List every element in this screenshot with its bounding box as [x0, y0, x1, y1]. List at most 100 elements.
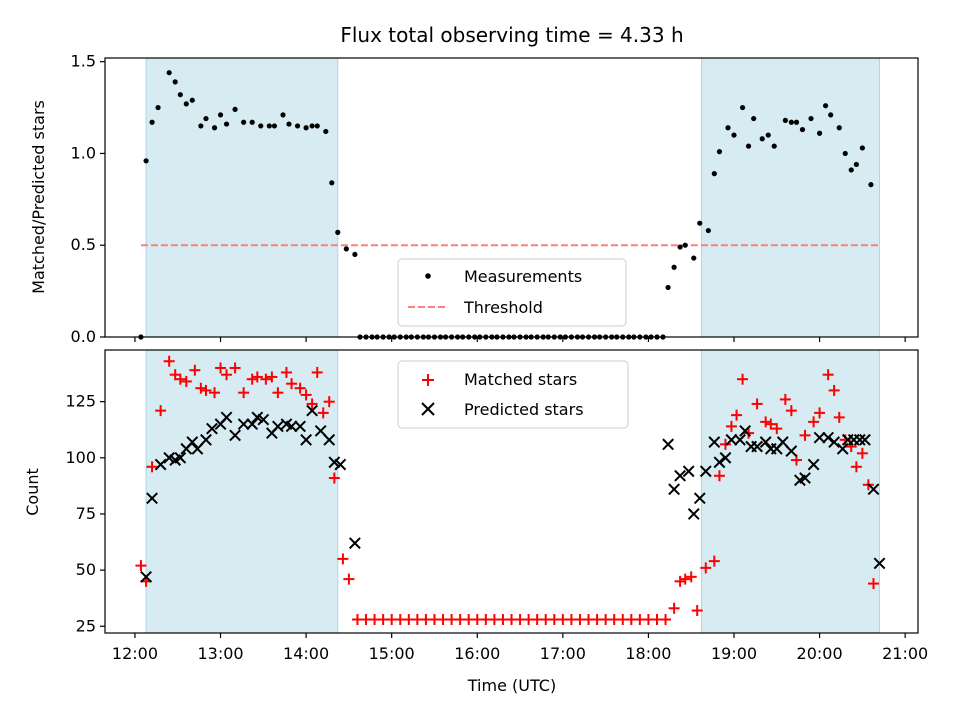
matched-star-marker	[725, 420, 737, 432]
predicted-star-marker	[334, 458, 347, 471]
predicted-marker-stroke	[146, 492, 158, 505]
top-panel: 0.0 0.5 1.0 1.5 Matched/Predicted stars Mea…	[29, 52, 919, 346]
predicted-marker-stroke	[140, 570, 152, 583]
predicted-star-marker	[323, 433, 336, 446]
matched-star-marker	[822, 369, 834, 381]
measurement-point	[189, 97, 195, 103]
measurement-point	[271, 123, 278, 129]
matched-star-marker	[286, 378, 298, 390]
predicted-marker-stroke	[682, 465, 695, 478]
predicted-marker-stroke	[785, 445, 798, 457]
legend-threshold-label: Threshold	[463, 298, 543, 317]
predicted-marker-stroke	[206, 422, 218, 435]
measurement-point	[149, 119, 155, 125]
predicted-star-marker	[867, 483, 880, 496]
matched-star-marker	[200, 384, 212, 396]
predicted-marker-stroke	[708, 436, 721, 448]
measurement-point	[211, 125, 218, 131]
predicted-marker-stroke	[836, 442, 849, 455]
predicted-marker-stroke	[699, 465, 712, 478]
predicted-marker-stroke	[174, 451, 187, 464]
predicted-marker-stroke	[306, 404, 319, 417]
measurement-point	[853, 161, 859, 168]
predicted-star-marker	[206, 422, 218, 435]
predicted-star-marker	[713, 456, 726, 469]
matched-star-marker	[266, 371, 278, 383]
shaded-interval	[145, 57, 339, 338]
measurement-point	[751, 115, 757, 122]
measurement-point	[294, 123, 301, 129]
matched-star-marker	[737, 373, 749, 385]
predicted-marker-stroke	[859, 433, 871, 446]
measurement-point	[759, 136, 765, 142]
measurement-point	[788, 119, 794, 125]
predicted-star-marker	[822, 431, 835, 444]
measurement-point	[705, 227, 711, 234]
predicted-star-marker	[285, 420, 298, 433]
measurement-point	[816, 130, 823, 136]
y-tick-label: 1.5	[71, 52, 96, 71]
bottom-legend-box	[397, 360, 629, 429]
predicted-star-marker	[693, 492, 706, 505]
measurement-point	[232, 106, 238, 112]
measurement-point	[280, 112, 286, 118]
matched-star-marker	[317, 407, 329, 419]
measurement-point	[203, 115, 209, 122]
matched-star-marker	[685, 571, 697, 583]
matched-star-marker	[765, 418, 777, 430]
predicted-marker-stroke	[807, 458, 820, 471]
predicted-star-marker	[813, 431, 826, 444]
predicted-star-marker	[237, 418, 250, 431]
predicted-marker-stroke	[294, 420, 307, 433]
predicted-star-marker	[140, 570, 152, 583]
matched-star-marker	[713, 470, 725, 482]
x-tick-label: 12:00	[112, 644, 158, 663]
legend-predicted-label: Predicted stars	[464, 400, 584, 419]
top-legend: Measurements Threshold	[397, 258, 627, 327]
predicted-marker-stroke	[734, 433, 746, 446]
matched-star-marker	[785, 405, 797, 417]
matched-star-marker	[323, 396, 335, 408]
predicted-star-marker	[725, 433, 738, 446]
measurement-point	[682, 242, 688, 248]
predicted-marker-stroke	[191, 442, 204, 455]
matched-star-marker	[135, 560, 147, 572]
bottom-shaded-intervals	[145, 349, 880, 634]
bottom-y-label: Count	[23, 468, 42, 516]
measurement-point	[329, 180, 335, 186]
predicted-star-marker	[257, 413, 270, 426]
measurement-point	[258, 123, 264, 129]
predicted-star-marker	[191, 442, 204, 455]
predicted-star-marker	[300, 433, 313, 446]
measurement-point	[716, 149, 723, 155]
legend-matched-label: Matched stars	[464, 370, 577, 389]
predicted-star-marker	[220, 411, 233, 424]
predicted-marker-stroke	[229, 429, 241, 442]
measurement-point	[671, 264, 677, 270]
matched-star-marker	[238, 387, 250, 399]
measurement-point	[335, 229, 341, 235]
predicted-marker-stroke	[713, 456, 726, 469]
predicted-star-marker	[836, 442, 849, 455]
predicted-marker-stroke	[751, 440, 764, 453]
legend-predicted-marker	[421, 402, 435, 416]
matched-star-marker	[209, 387, 221, 399]
measurement-point	[352, 251, 358, 258]
top-legend-box	[397, 258, 627, 327]
measurement-point	[731, 132, 737, 138]
predicted-marker-stroke	[328, 456, 341, 469]
predicted-marker-stroke	[314, 424, 327, 437]
matched-star-marker	[719, 438, 731, 450]
predicted-star-marker	[853, 433, 866, 446]
legend-matched-marker	[422, 374, 434, 386]
measurement-point	[309, 123, 315, 129]
x-tick-label: 19:00	[711, 644, 757, 663]
predicted-star-marker	[687, 508, 700, 520]
x-tick-label: 13:00	[197, 644, 243, 663]
matched-star-marker	[679, 573, 691, 585]
matched-star-marker	[867, 578, 879, 590]
y-tick-label: 25	[76, 616, 96, 635]
measurement-point	[303, 125, 309, 131]
matched-star-marker	[306, 398, 318, 410]
